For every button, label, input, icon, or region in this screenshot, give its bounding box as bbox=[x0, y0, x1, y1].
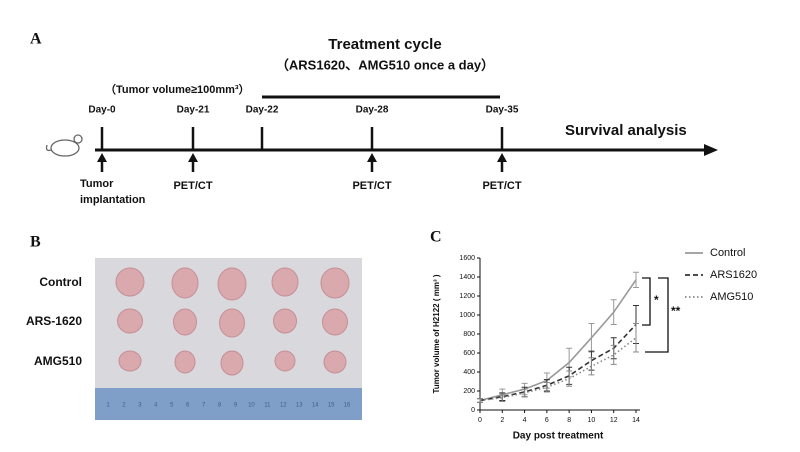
error-bar bbox=[633, 323, 639, 353]
error-bar bbox=[566, 370, 573, 387]
x-tick-label: 4 bbox=[523, 417, 527, 424]
x-axis-label: Day post treatment bbox=[513, 431, 604, 442]
up-arrow-head bbox=[497, 153, 507, 162]
ruler-number: 4 bbox=[154, 403, 158, 409]
ruler bbox=[95, 388, 362, 420]
x-tick-label: 2 bbox=[500, 417, 504, 424]
panel-label: C bbox=[430, 229, 442, 246]
day-label: Day-22 bbox=[246, 105, 279, 116]
x-tick-label: 6 bbox=[545, 417, 549, 424]
tumor bbox=[219, 308, 245, 338]
tumor bbox=[115, 267, 145, 297]
tumor bbox=[217, 267, 247, 301]
day-label: Day-0 bbox=[88, 105, 116, 116]
day-label: Day-28 bbox=[356, 105, 389, 116]
y-tick-label: 400 bbox=[463, 369, 475, 376]
x-tick-label: 0 bbox=[478, 417, 482, 424]
tumor bbox=[273, 308, 297, 334]
error-bar bbox=[588, 323, 595, 353]
tumor bbox=[274, 350, 296, 372]
mouse-icon bbox=[45, 134, 83, 157]
x-tick-label: 8 bbox=[567, 417, 571, 424]
x-tick-label: 14 bbox=[632, 417, 640, 424]
tumor bbox=[117, 308, 143, 334]
title: Treatment cycle bbox=[328, 36, 441, 53]
day-label: Day-35 bbox=[486, 105, 519, 116]
y-tick-label: 800 bbox=[463, 331, 475, 338]
tumor bbox=[171, 267, 199, 299]
y-tick-label: 600 bbox=[463, 350, 475, 357]
row-label: AMG510 bbox=[34, 354, 82, 368]
ruler-number: 5 bbox=[170, 403, 174, 409]
panel-label: B bbox=[30, 234, 41, 251]
ruler-number: 1 bbox=[106, 403, 110, 409]
ruler-number: 11 bbox=[264, 403, 271, 409]
error-bar bbox=[521, 388, 528, 398]
error-bar bbox=[499, 393, 506, 402]
tumor bbox=[323, 350, 347, 374]
y-tick-label: 1600 bbox=[459, 255, 475, 262]
ruler-number: 3 bbox=[138, 403, 142, 409]
row-label: ARS-1620 bbox=[26, 314, 82, 328]
ruler-number: 9 bbox=[234, 403, 238, 409]
legend-label: AMG510 bbox=[710, 291, 753, 303]
ruler-number: 6 bbox=[186, 403, 190, 409]
ruler-number: 2 bbox=[122, 403, 126, 409]
legend-label: ARS1620 bbox=[710, 269, 757, 281]
y-tick-label: 200 bbox=[463, 388, 475, 395]
ruler-number: 8 bbox=[218, 403, 222, 409]
tumor bbox=[322, 308, 348, 336]
error-bar bbox=[543, 381, 550, 393]
subtitle: （ARS1620、AMG510 once a day） bbox=[276, 57, 494, 72]
ruler-number: 16 bbox=[344, 403, 351, 409]
tumor bbox=[220, 350, 244, 376]
x-tick-label: 12 bbox=[610, 417, 618, 424]
error-bar bbox=[610, 299, 617, 325]
tumor bbox=[174, 350, 196, 374]
panel-label: A bbox=[30, 31, 42, 48]
significance-brackets bbox=[642, 277, 669, 353]
error-bar bbox=[633, 271, 639, 288]
condition: （Tumor volume≥100mm³） bbox=[105, 83, 250, 96]
error-bar bbox=[588, 357, 595, 376]
series-line bbox=[479, 279, 637, 402]
tumor bbox=[118, 350, 142, 372]
end-label: Survival analysis bbox=[565, 122, 687, 139]
event-label: implantation bbox=[80, 194, 146, 206]
annotation: * bbox=[654, 293, 659, 307]
ruler-number: 12 bbox=[280, 403, 287, 409]
y-tick-label: 1200 bbox=[459, 293, 475, 300]
ruler-number: 14 bbox=[312, 403, 319, 409]
y-axis-label: Tumor volume of H2122 ( mm³ ) bbox=[432, 274, 441, 393]
tumor bbox=[320, 267, 350, 299]
tumor bbox=[173, 308, 197, 336]
ruler-number: 10 bbox=[248, 403, 255, 409]
legend-label: Control bbox=[710, 247, 745, 259]
y-tick-label: 1000 bbox=[459, 312, 475, 319]
event-label: PET/CT bbox=[482, 180, 521, 192]
tumor bbox=[271, 267, 299, 297]
ruler-number: 7 bbox=[202, 403, 206, 409]
y-tick-label: 1400 bbox=[459, 274, 475, 281]
event-label: PET/CT bbox=[352, 180, 391, 192]
ruler-number: 15 bbox=[328, 403, 335, 409]
up-arrow-head bbox=[188, 153, 198, 162]
series-line bbox=[479, 323, 637, 402]
annotation: ** bbox=[671, 304, 681, 318]
error-bar bbox=[477, 398, 483, 403]
row-label: Control bbox=[39, 275, 82, 289]
event-label: PET/CT bbox=[173, 180, 212, 192]
up-arrow-head bbox=[97, 153, 107, 162]
arrowhead bbox=[704, 144, 718, 156]
event-label: Tumor bbox=[80, 178, 114, 190]
up-arrow-head bbox=[367, 153, 377, 162]
day-label: Day-21 bbox=[177, 105, 210, 116]
ruler-number: 13 bbox=[296, 403, 303, 409]
error-bar bbox=[610, 344, 617, 365]
y-tick-label: 0 bbox=[471, 407, 475, 414]
x-tick-label: 10 bbox=[588, 417, 596, 424]
series-line bbox=[479, 337, 637, 402]
